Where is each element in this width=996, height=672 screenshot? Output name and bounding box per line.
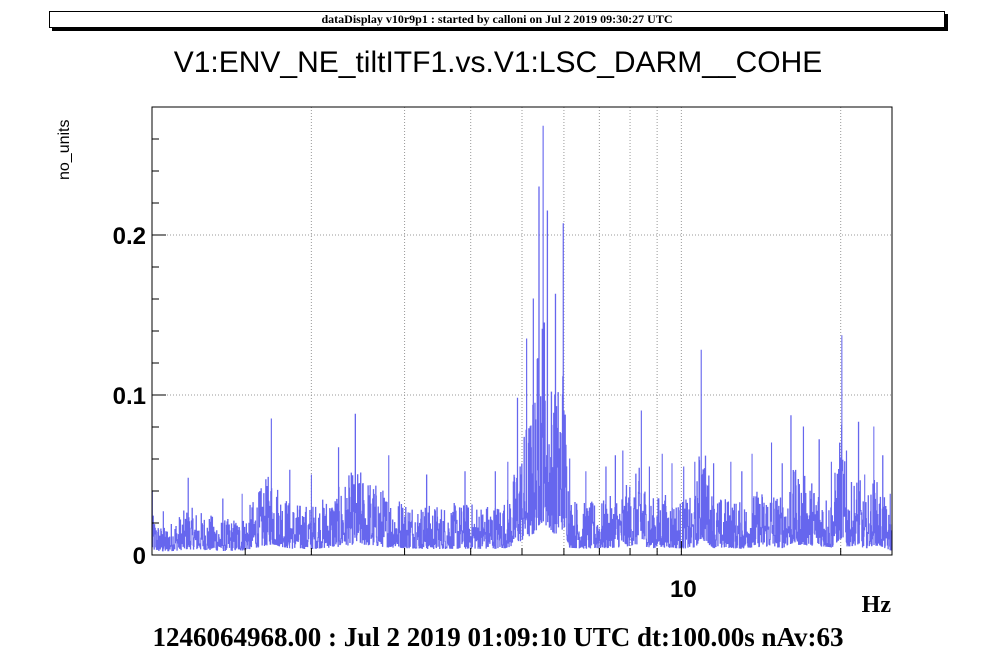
axis-ticks [152, 106, 842, 556]
series-line [151, 125, 893, 552]
x-axis-label: Hz [862, 592, 892, 618]
banner: dataDisplay v10r9p1 : started by calloni… [49, 11, 945, 28]
chart-title: V1:ENV_NE_tiltITF1.vs.V1:LSC_DARM__COHE [173, 46, 823, 79]
y-tick-label: 0.2 [113, 223, 146, 250]
x-tick-label: 10 [670, 576, 697, 603]
y-axis-label: no_units [56, 120, 73, 181]
y-tick-label: 0.1 [113, 383, 146, 410]
tick-labels: 0 0.1 0.2 10 [113, 223, 697, 603]
footer-info: 1246064968.00 : Jul 2 2019 01:09:10 UTC … [152, 622, 844, 652]
y-tick-label: 0 [133, 543, 146, 570]
grid [152, 107, 892, 555]
